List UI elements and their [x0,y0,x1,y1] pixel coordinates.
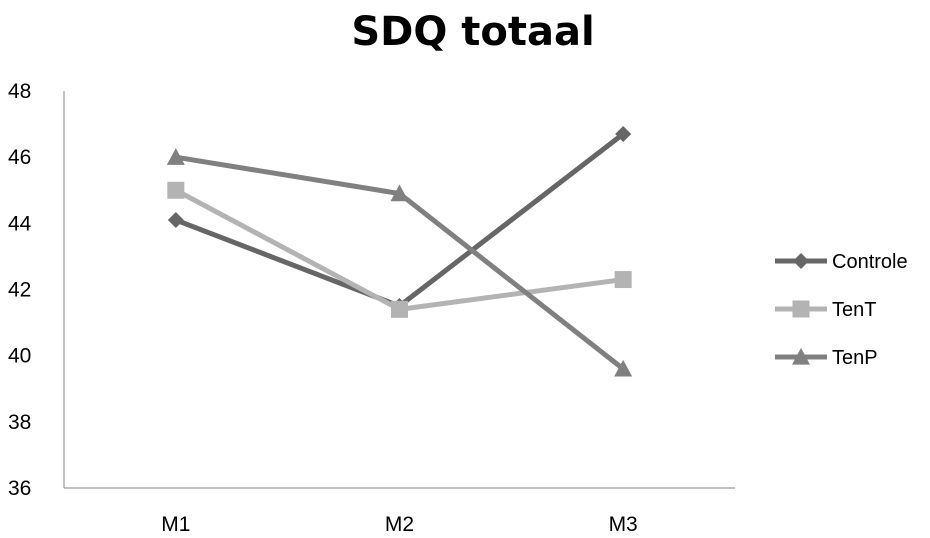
data-point [167,181,185,199]
data-point [167,212,184,229]
legend-label: TenP [832,347,878,369]
series-layer [166,126,633,377]
data-point [614,271,632,289]
legend-marker [793,253,809,269]
data-point [615,126,632,143]
legend-label: TenT [832,299,876,321]
y-tick-label: 44 [8,212,32,235]
axes [63,91,735,489]
x-tick-label: M2 [385,513,414,536]
series-tenp [166,148,633,377]
x-tick-label: M1 [161,513,190,536]
series-line [173,131,626,309]
data-point [390,184,409,202]
series-line [173,187,626,312]
y-tick-label: 42 [8,279,31,302]
legend-item-tenp: TenP [775,347,878,369]
data-point [391,300,408,318]
y-tick-label: 38 [8,411,31,434]
x-tick-label: M3 [609,513,638,536]
y-tick-label: 36 [8,477,31,500]
y-axis-ticks: 36 38 40 42 44 46 48 [8,80,32,500]
series-tent [167,181,632,318]
legend: Controle TenT TenP [775,251,908,369]
data-point [166,148,185,165]
legend-item-tent: TenT [775,299,876,321]
y-tick-label: 48 [8,80,31,103]
legend-marker [792,300,810,318]
y-tick-label: 40 [8,345,31,368]
x-axis-ticks: M1 M2 M3 [161,513,638,536]
chart-title: SDQ totaal [351,9,594,55]
legend-label: Controle [832,251,908,273]
data-point [614,359,633,377]
legend-marker [792,348,810,365]
legend-item-controle: Controle [775,251,908,273]
y-tick-label: 46 [8,146,31,169]
